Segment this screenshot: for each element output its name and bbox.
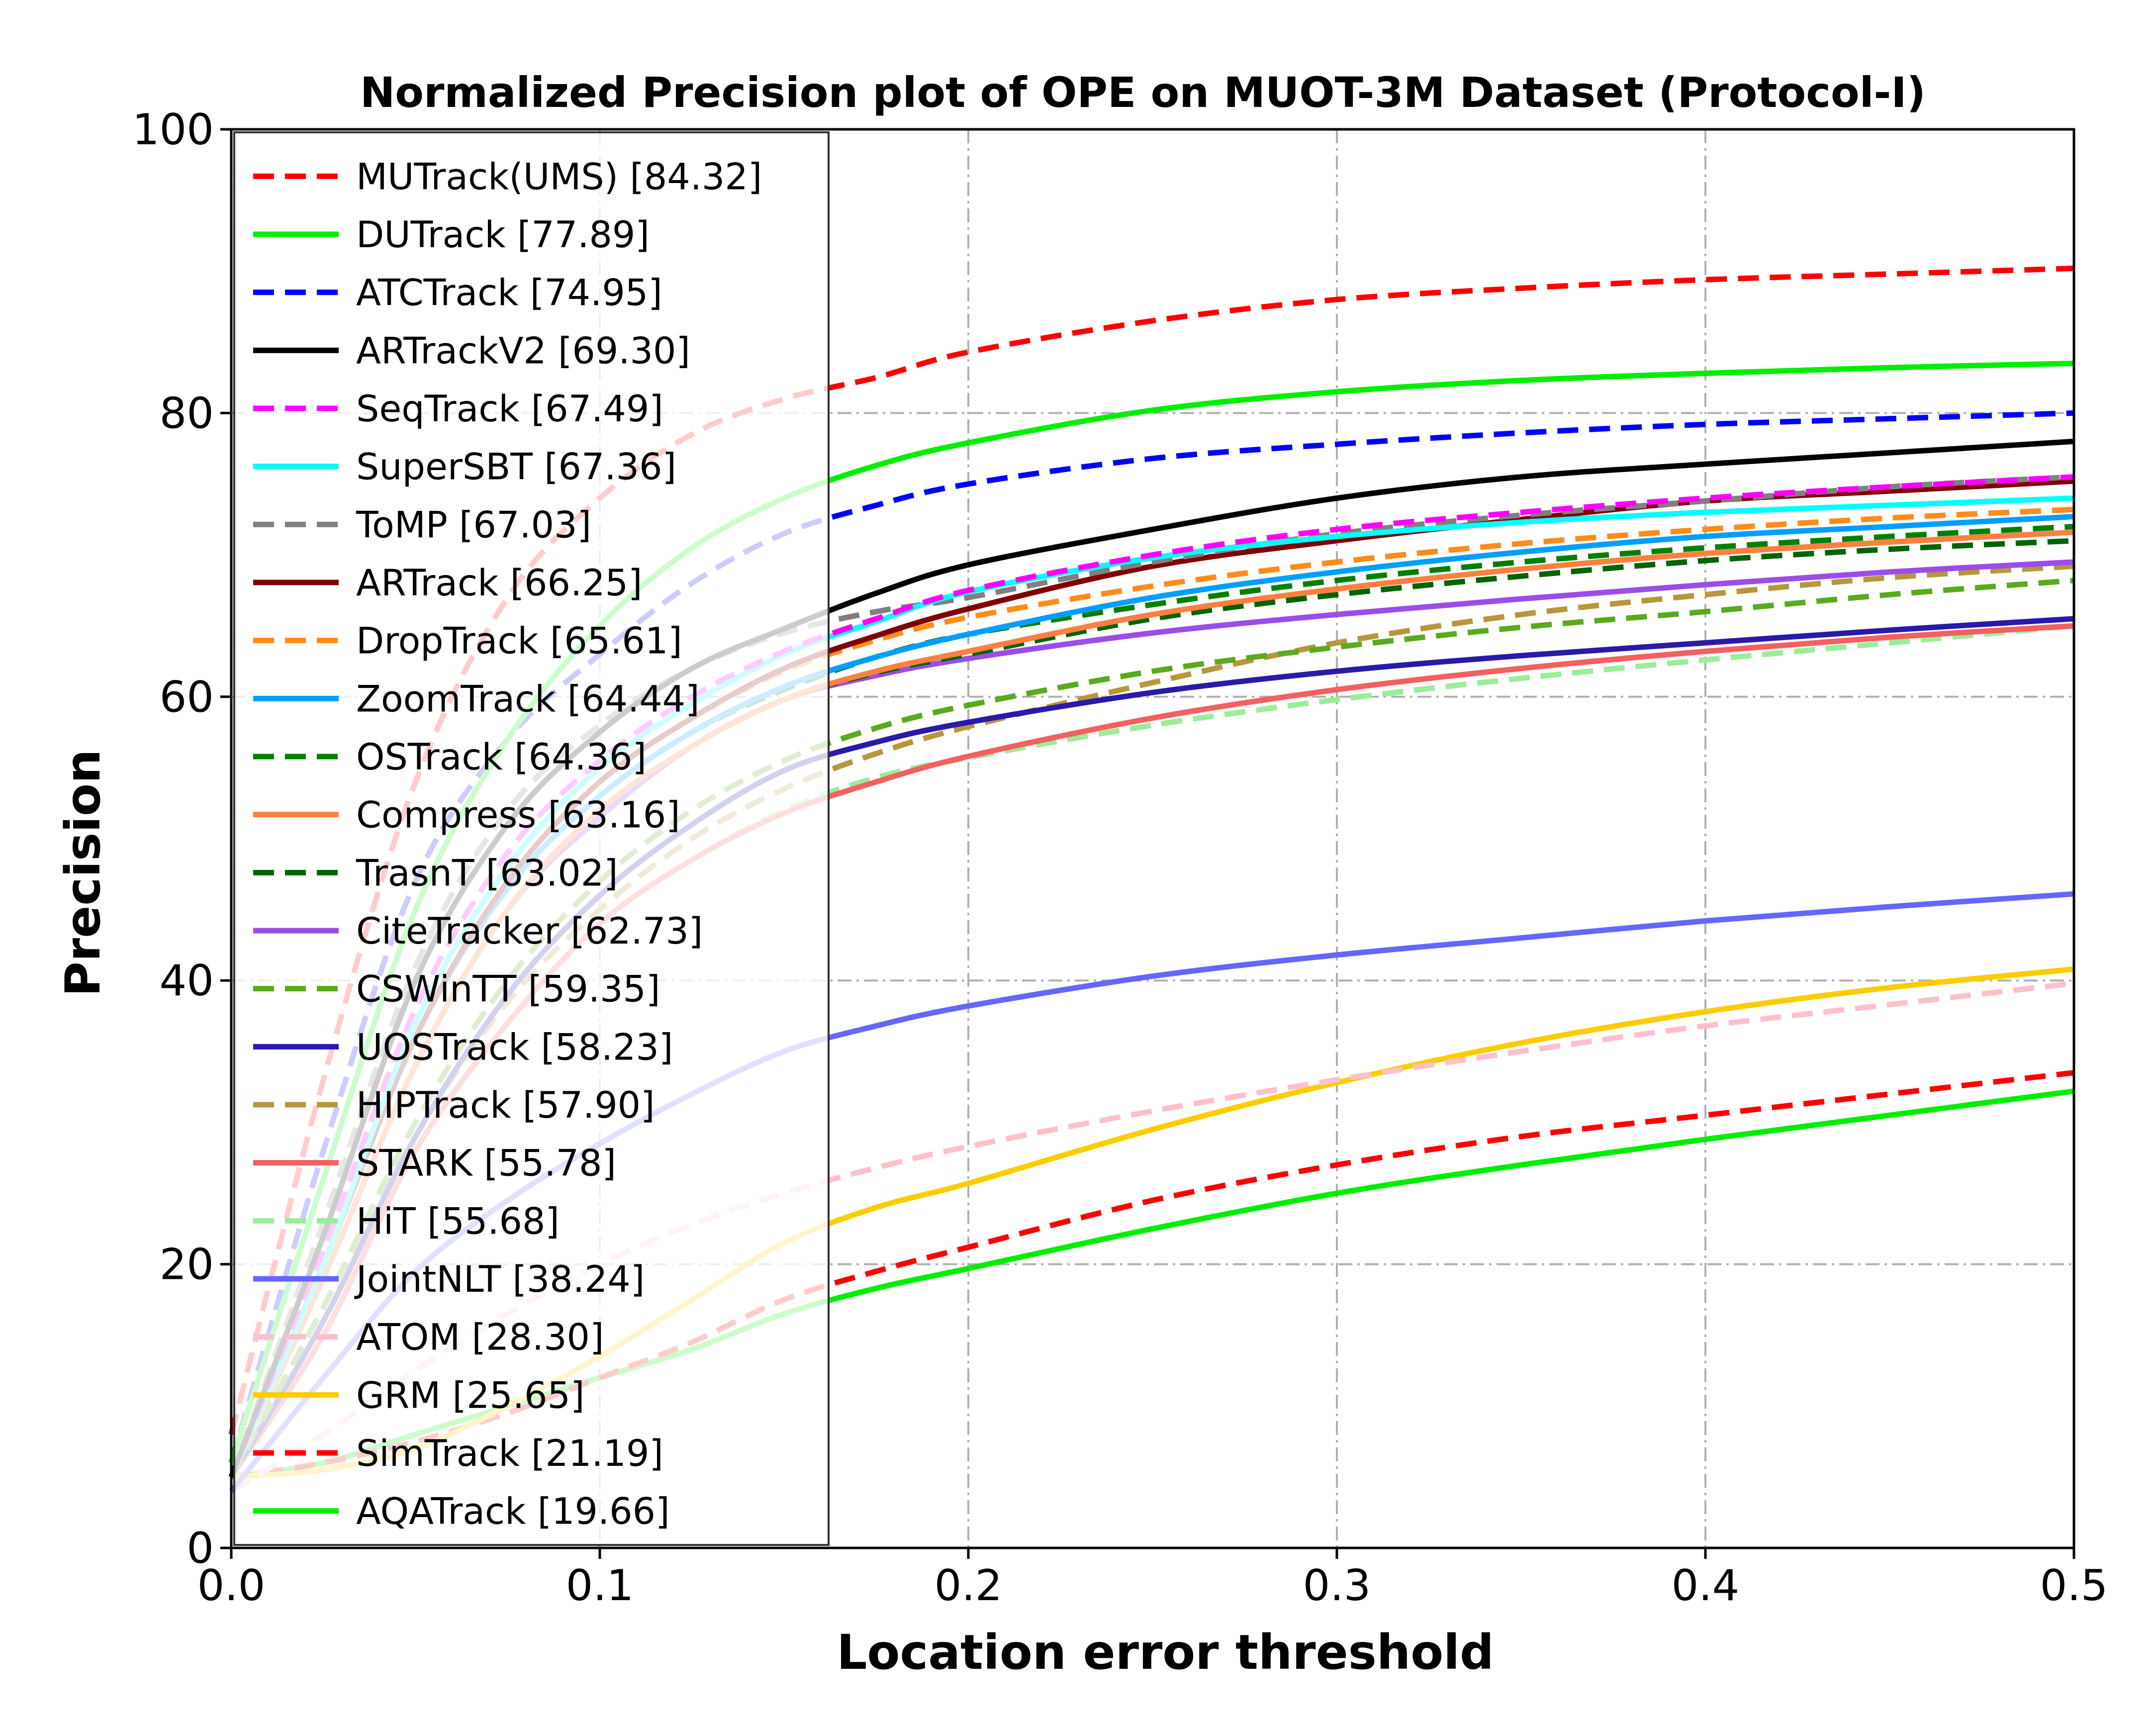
legend-label: CSWinTT [59.35] <box>356 968 660 1011</box>
x-axis-label: Location error threshold <box>837 1625 1494 1680</box>
legend-label: CiteTracker [62.73] <box>356 910 703 953</box>
legend-label: JointNLT [38.24] <box>354 1258 645 1301</box>
legend-label: ATCTrack [74.95] <box>356 272 662 314</box>
x-tick-label: 0.5 <box>2040 1561 2108 1611</box>
series-line <box>228 506 2074 1478</box>
legend-label: ARTrackV2 [69.30] <box>356 330 690 372</box>
y-axis-label: Precision <box>55 750 111 997</box>
legend-label: HiT [55.68] <box>356 1200 560 1243</box>
legend-label: SuperSBT [67.36] <box>356 446 676 488</box>
legend-label: Compress [63.16] <box>356 794 680 837</box>
legend-label: SimTrack [21.19] <box>356 1433 663 1475</box>
x-tick-label: 0.3 <box>1303 1561 1371 1611</box>
legend-label: TrasnT [63.02] <box>356 852 618 894</box>
y-tick-label: 100 <box>132 105 214 155</box>
plot-frame <box>230 128 2075 1549</box>
y-tick-label: 80 <box>160 388 214 438</box>
series-line <box>229 563 2074 1479</box>
y-tick-label: 40 <box>160 956 214 1006</box>
legend-label: SeqTrack [67.49] <box>356 388 663 430</box>
chart-title: Normalized Precision plot of OPE on MUOT… <box>360 68 1926 117</box>
series-line <box>228 410 2074 1464</box>
legend: MUTrack(UMS) [84.32] DUTrack [77.89] ATCTr… <box>253 156 762 1533</box>
legend-label: MUTrack(UMS) [84.32] <box>356 156 762 198</box>
legend-label: UOSTrack [58.23] <box>356 1026 673 1068</box>
x-tick-label: 0.4 <box>1672 1561 1740 1611</box>
legend-label: ARTrack [66.25] <box>356 562 643 604</box>
legend-label: GRM [25.65] <box>356 1374 584 1417</box>
legend-label: AQATrack [19.66] <box>356 1491 670 1533</box>
axis-ticks: 0.0 0.1 0.2 0.3 0.4 0.5 0 20 40 60 80 100 <box>132 105 2108 1611</box>
grid-layer <box>231 129 2074 1548</box>
legend-label: STARK [55.78] <box>356 1143 616 1185</box>
x-tick-label: 0.1 <box>566 1561 634 1611</box>
y-tick-label: 60 <box>160 672 214 722</box>
legend-label: DropTrack [65.61] <box>356 620 682 663</box>
legend-label: DUTrack [77.89] <box>356 214 650 256</box>
legend-label: ZoomTrack [64.44] <box>356 678 700 720</box>
legend-label: ATOM [28.30] <box>356 1317 604 1359</box>
x-tick-label: 0.2 <box>935 1561 1003 1611</box>
legend-box <box>233 131 830 1546</box>
x-tick-label: 0.0 <box>197 1561 266 1611</box>
legend-label: HIPTrack [57.90] <box>356 1084 655 1127</box>
legend-label: OSTrack [64.36] <box>356 736 647 778</box>
y-tick-label: 0 <box>187 1524 214 1573</box>
legend-label: ToMP [67.03] <box>356 504 591 546</box>
series-line <box>230 980 2074 1494</box>
series-line <box>228 266 2074 1436</box>
y-tick-label: 20 <box>160 1240 214 1290</box>
